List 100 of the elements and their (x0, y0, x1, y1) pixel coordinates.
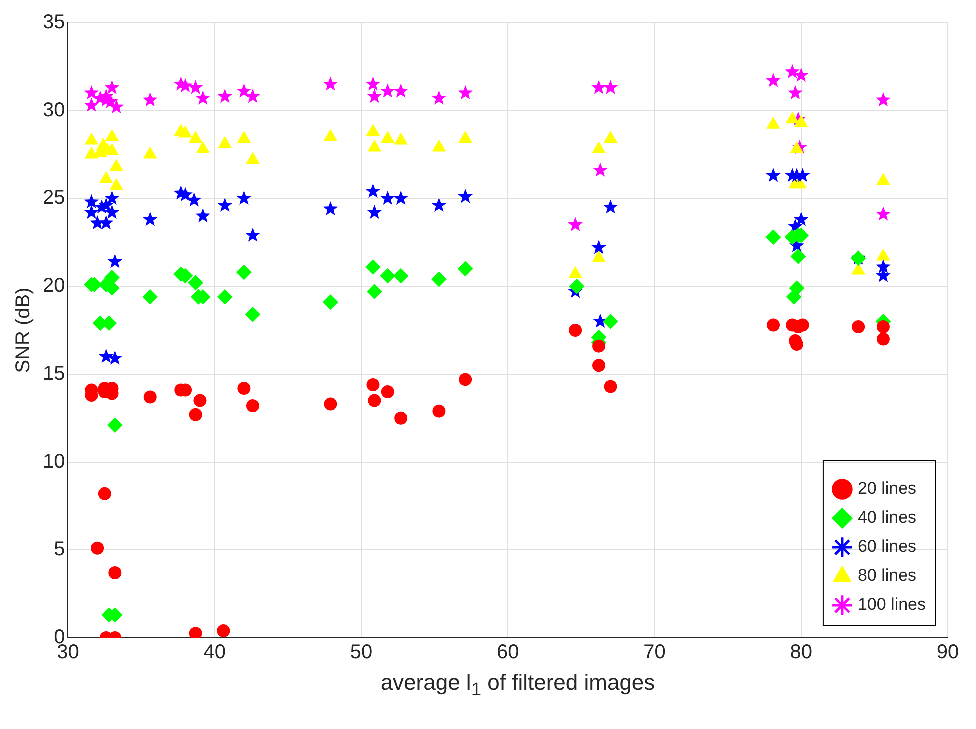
point (432, 404, 446, 418)
point (852, 263, 866, 275)
x-axis-title: average l$_{1}$ of filtered images (380, 670, 656, 700)
point (196, 142, 210, 154)
point (324, 130, 338, 142)
point (108, 418, 123, 433)
point (766, 73, 781, 88)
point (876, 259, 891, 274)
point (368, 140, 382, 152)
point (104, 80, 120, 94)
point (245, 307, 260, 322)
point (323, 201, 338, 216)
point (876, 174, 890, 186)
point (852, 320, 866, 334)
point (246, 400, 260, 413)
point (366, 184, 381, 198)
point (458, 85, 474, 100)
point (109, 100, 124, 114)
point (592, 240, 606, 254)
point (238, 131, 251, 143)
point (196, 90, 211, 105)
point (458, 189, 474, 204)
point (786, 290, 802, 305)
point (104, 204, 120, 220)
point (84, 98, 100, 112)
point (876, 249, 890, 261)
y-axis-title: SNR (dB) (12, 288, 35, 374)
point (142, 92, 158, 107)
point (246, 152, 260, 164)
point (767, 318, 780, 332)
point (366, 260, 381, 275)
point (366, 76, 381, 91)
point (144, 390, 157, 404)
x-tick-label: 70 (644, 642, 666, 664)
point (238, 382, 251, 395)
point (189, 408, 202, 422)
y-tick-label: 25 (42, 187, 66, 210)
point (100, 172, 113, 184)
point (178, 126, 192, 138)
point (106, 130, 119, 142)
point (603, 80, 618, 94)
point (188, 276, 204, 291)
point (790, 249, 806, 264)
point (324, 398, 338, 411)
y-tick-label: 30 (42, 99, 66, 122)
x-tick-label: 50 (350, 642, 373, 664)
x-tick-label: 90 (936, 642, 960, 664)
point (367, 204, 382, 220)
point (593, 162, 608, 177)
point (459, 131, 472, 143)
point (794, 212, 809, 226)
point (394, 412, 408, 425)
point (108, 566, 122, 580)
point (246, 228, 260, 242)
point (98, 216, 114, 230)
y-tick-label: 35 (42, 12, 66, 34)
point (144, 147, 157, 159)
point (236, 190, 252, 206)
point (432, 90, 447, 105)
point (380, 84, 396, 98)
point (592, 142, 606, 154)
point (592, 250, 606, 262)
point (876, 332, 890, 346)
point (85, 133, 98, 145)
point (218, 198, 233, 212)
point (108, 254, 123, 268)
point (766, 168, 781, 182)
point (90, 216, 105, 230)
point (569, 266, 582, 278)
point (218, 136, 232, 148)
point (593, 314, 608, 328)
point (766, 230, 782, 245)
point (394, 190, 409, 206)
legend-label: 20 lines (858, 479, 917, 498)
x-tick-label: 80 (790, 642, 812, 664)
legend-label: 60 lines (858, 537, 917, 556)
point (380, 190, 396, 206)
point (381, 386, 394, 398)
point (788, 85, 803, 100)
point (790, 142, 804, 154)
point (794, 68, 809, 82)
point (394, 133, 408, 145)
point (98, 487, 112, 500)
point (108, 350, 123, 365)
legend-label: 80 lines (858, 566, 917, 586)
point (110, 160, 124, 172)
point (604, 380, 618, 394)
point (604, 131, 618, 143)
point (785, 64, 800, 79)
point (106, 144, 119, 156)
y-tick-label: 15 (42, 362, 66, 385)
point (876, 206, 891, 221)
legend-label: 40 lines (858, 508, 917, 528)
point (796, 318, 810, 332)
point (766, 117, 780, 129)
point (794, 116, 808, 128)
point (91, 542, 104, 555)
point (98, 349, 114, 364)
point (142, 212, 158, 226)
point (188, 80, 204, 94)
